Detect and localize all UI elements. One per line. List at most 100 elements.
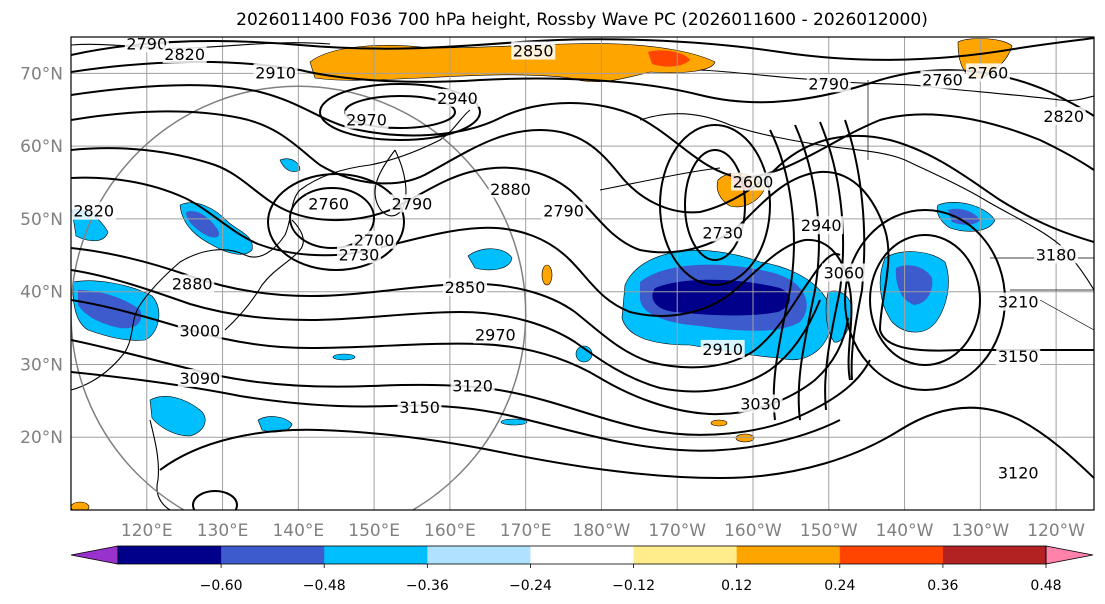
contour-label: 3150 <box>397 398 442 417</box>
gridlines <box>71 37 1094 510</box>
contour-label: 2910 <box>700 339 745 359</box>
colorbar-segment <box>839 546 944 564</box>
colorbar-extend-high <box>1045 545 1094 565</box>
height-contour <box>71 371 841 452</box>
positive-anomaly-small-2 <box>735 433 755 443</box>
coastline-philippines <box>149 419 171 510</box>
colorbar-tick-label: −0.60 <box>200 578 243 594</box>
longitude-tick-label: 120°E <box>121 521 173 541</box>
colorbar-segment <box>118 546 222 564</box>
height-contour-low <box>267 173 405 271</box>
contour-label: 2850 <box>511 41 556 61</box>
negative-anomaly-small-2 <box>149 396 206 437</box>
map-frame <box>70 36 1095 511</box>
height-contour-low <box>684 149 746 261</box>
contour-label: 2820 <box>1041 107 1086 126</box>
negative-anomaly-small-7 <box>500 418 528 426</box>
svg-text:3150: 3150 <box>399 398 440 417</box>
contour-label: 2850 <box>443 278 488 297</box>
anomaly-shading <box>71 38 1013 510</box>
svg-text:2850: 2850 <box>445 278 486 297</box>
contour-label: 2940 <box>435 88 480 108</box>
ridge-contours <box>769 119 866 421</box>
height-contour-low <box>289 187 375 249</box>
positive-anomaly-small-3 <box>710 419 728 427</box>
longitude-tick-label: 140°E <box>272 521 324 541</box>
svg-text:3030: 3030 <box>740 394 781 413</box>
height-contour <box>71 37 1094 61</box>
contour-label: 3120 <box>996 463 1041 483</box>
contour-label: 2790 <box>541 201 586 221</box>
svg-text:2730: 2730 <box>702 223 743 242</box>
longitude-tick-label: 150°E <box>348 521 400 541</box>
coastline-kamchatka <box>374 149 407 217</box>
svg-text:3090: 3090 <box>179 369 220 388</box>
svg-text:2940: 2940 <box>437 89 478 108</box>
colorbar-segment <box>736 546 841 564</box>
colorbar-tick-label: 0.24 <box>824 578 855 594</box>
map-title: 2026011400 F036 700 hPa height, Rossby W… <box>236 10 928 30</box>
colorbar <box>70 545 1094 565</box>
colorbar-segment <box>530 546 635 564</box>
negative-anomaly-small-5 <box>279 158 301 172</box>
negative-anomaly-gulf-of-alaska-core <box>948 208 980 225</box>
negative-anomaly-small-1 <box>467 248 513 271</box>
height-contour-low <box>869 234 981 366</box>
svg-text:2700: 2700 <box>354 231 395 250</box>
contour-label: 3210 <box>996 292 1041 312</box>
latitude-tick-label: 30°N <box>20 355 63 375</box>
colorbar-tick-label: 0.48 <box>1030 578 1061 594</box>
negative-anomaly-central-pacific-peak <box>652 279 790 316</box>
colorbar-segment <box>633 546 738 564</box>
longitude-tick-label: 170°E <box>500 521 552 541</box>
longitude-tick-label: 180°W <box>573 521 631 541</box>
svg-text:2880: 2880 <box>172 274 213 293</box>
svg-text:2790: 2790 <box>126 34 167 53</box>
longitude-tick-label: 130°W <box>951 521 1009 541</box>
colorbar-segment <box>324 546 428 564</box>
contour-label: 2970 <box>344 110 389 130</box>
height-contour <box>159 406 1094 480</box>
longitude-tick-label: 160°W <box>724 521 782 541</box>
latitude-tick-label: 50°N <box>20 210 63 230</box>
svg-text:2760: 2760 <box>922 71 963 90</box>
colorbar-tick-label: −0.24 <box>509 578 552 594</box>
contour-label: 3030 <box>738 394 783 413</box>
contour-label: 3000 <box>177 321 222 341</box>
contour-label: 2790 <box>390 194 434 213</box>
svg-text:2600: 2600 <box>733 173 774 192</box>
svg-text:2760: 2760 <box>308 194 349 213</box>
svg-text:2790: 2790 <box>808 74 849 93</box>
contour-label: 3180 <box>1034 245 1079 264</box>
svg-text:2910: 2910 <box>702 340 743 359</box>
svg-text:2730: 2730 <box>339 245 380 264</box>
height-contour <box>71 147 1094 352</box>
contour-label: 3150 <box>996 347 1041 366</box>
contour-label: 2760 <box>920 70 965 90</box>
colorbar-tick-label: 0.36 <box>927 578 958 594</box>
svg-text:2790: 2790 <box>543 202 584 221</box>
height-contour <box>769 129 795 421</box>
colorbar-segment <box>427 546 531 564</box>
contour-label: 2600 <box>731 172 775 192</box>
colorbar-tick-label: −0.12 <box>612 578 655 594</box>
height-contour-low <box>659 124 771 286</box>
colorbar-tick-label: 0.12 <box>721 578 752 594</box>
svg-text:2820: 2820 <box>1043 107 1084 126</box>
longitude-tick-label: 170°W <box>648 521 706 541</box>
latitude-tick-label: 60°N <box>20 137 63 157</box>
colorbar-tick-label: −0.36 <box>406 578 449 594</box>
svg-text:3120: 3120 <box>998 464 1039 483</box>
contour-label: 2730 <box>700 223 745 242</box>
height-contour <box>819 121 845 411</box>
colorbar-frame <box>117 545 1047 565</box>
contour-label: 3060 <box>821 263 866 283</box>
svg-text:3060: 3060 <box>824 264 865 283</box>
svg-text:3120: 3120 <box>452 376 493 395</box>
svg-text:2760: 2760 <box>968 63 1009 82</box>
contour-label: 2880 <box>170 274 215 293</box>
svg-text:2970: 2970 <box>346 111 387 130</box>
positive-anomaly-siberia-core <box>648 50 690 67</box>
